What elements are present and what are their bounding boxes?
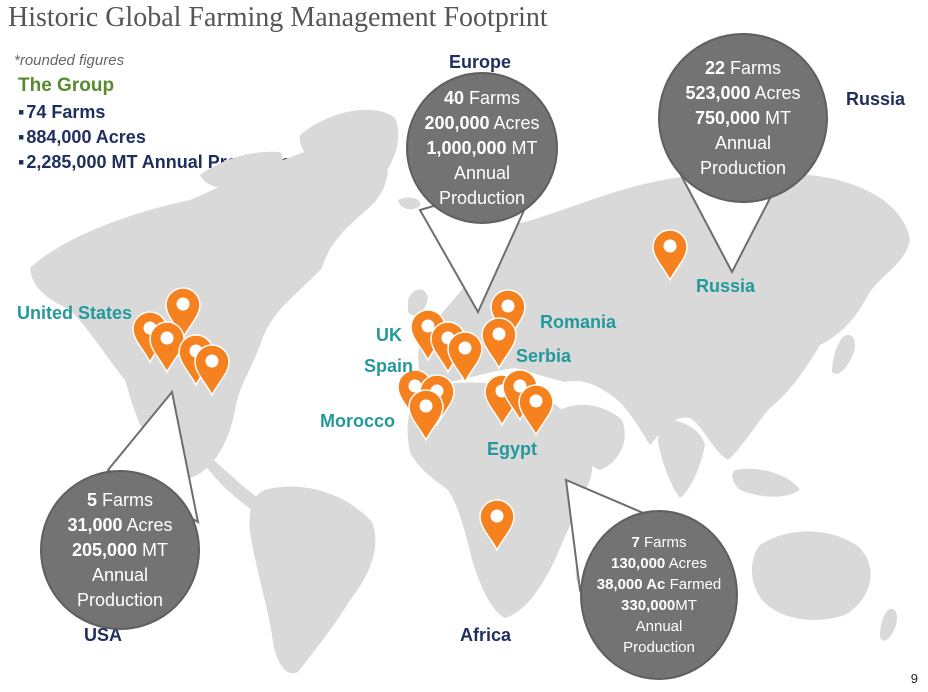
group-farms: 74 Farms <box>18 100 303 125</box>
country-label-morocco: Morocco <box>320 411 396 431</box>
map-pin-icon <box>479 499 515 552</box>
russia-stats-bubble: 22 Farms 523,000 Acres 750,000 MT Annual… <box>658 33 828 203</box>
iceland-landmass <box>398 197 421 210</box>
country-label-spain: Spain <box>364 356 414 376</box>
africa-acres-line: 130,000 Acres <box>611 555 707 572</box>
russia-production-line: Production <box>699 157 787 178</box>
page-number: 9 <box>910 671 918 686</box>
map-pin-icon <box>194 344 230 397</box>
south-america-landmass <box>249 486 376 674</box>
greenland-landmass <box>299 109 399 194</box>
north-america-landmass <box>30 138 388 478</box>
usa-annual-line: Annual <box>91 564 149 585</box>
region-label-europe: Europe <box>449 52 512 72</box>
central-america-landmass <box>190 440 271 520</box>
europe-farms-line: 40 Farms <box>443 87 521 108</box>
uk-landmass <box>408 289 428 316</box>
europe-mt-line: 1,000,000 MT <box>426 137 538 158</box>
rounded-figures-note: *rounded figures <box>14 52 125 69</box>
usa-stats-bubble: 5 Farms 31,000 Acres 205,000 MT Annual P… <box>40 470 200 630</box>
usa-acres-line: 31,000 Acres <box>67 514 173 535</box>
russia-farms-line: 22 Farms <box>704 57 782 78</box>
southeast-asia-islands-landmass <box>732 468 800 497</box>
country-label-united-states: United States <box>17 303 133 323</box>
europe-stats-bubble: 40 Farms 200,000 Acres 1,000,000 MT Annu… <box>406 72 558 224</box>
country-label-egypt: Egypt <box>487 439 538 459</box>
map-pin-icon <box>165 287 201 340</box>
region-label-africa: Africa <box>460 625 512 645</box>
africa-mt-line: 330,000MT <box>621 597 697 614</box>
usa-mt-line: 205,000 MT <box>71 539 169 560</box>
arctic-islands-landmass <box>200 151 283 189</box>
map-pin-icon <box>518 384 554 437</box>
new-zealand-landmass <box>880 608 898 641</box>
region-label-usa: USA <box>84 625 123 645</box>
usa-farms-line: 5 Farms <box>86 489 153 510</box>
map-pin-icon <box>408 389 444 442</box>
country-label-romania: Romania <box>540 312 617 332</box>
usa-production-line: Production <box>76 589 164 610</box>
farm-pins <box>132 229 688 552</box>
map-pin-icon <box>481 317 517 370</box>
region-label-russia: Russia <box>846 89 906 109</box>
arabia-landmass <box>559 404 625 470</box>
africa-stats-bubble: 7 Farms 130,000 Acres 38,000 Ac Farmed 3… <box>580 510 738 680</box>
africa-annual-line: Annual <box>635 618 683 635</box>
russia-annual-line: Annual <box>714 132 772 153</box>
map-pin-icon <box>652 229 688 282</box>
group-acres: 884,000 Acres <box>18 125 303 150</box>
eurasia-landmass <box>418 171 910 461</box>
map-pin-icon <box>447 331 483 384</box>
page-title: Historic Global Farming Management Footp… <box>8 2 548 33</box>
japan-landmass <box>832 334 856 374</box>
europe-production-line: Production <box>438 187 526 208</box>
map-pin-icon <box>490 289 526 342</box>
india-landmass <box>658 419 705 498</box>
africa-farms-line: 7 Farms <box>631 534 687 551</box>
russia-mt-line: 750,000 MT <box>694 107 792 128</box>
africa-farmed-line: 38,000 Ac Farmed <box>596 576 722 593</box>
country-label-russia: Russia <box>696 276 756 296</box>
group-title: The Group <box>18 75 115 96</box>
australia-landmass <box>751 531 871 620</box>
europe-annual-line: Annual <box>453 162 511 183</box>
country-label-serbia: Serbia <box>516 346 572 366</box>
country-label-uk: UK <box>376 325 402 345</box>
europe-acres-line: 200,000 Acres <box>424 112 540 133</box>
russia-acres-line: 523,000 Acres <box>685 82 801 103</box>
africa-production-line: Production <box>623 639 695 656</box>
